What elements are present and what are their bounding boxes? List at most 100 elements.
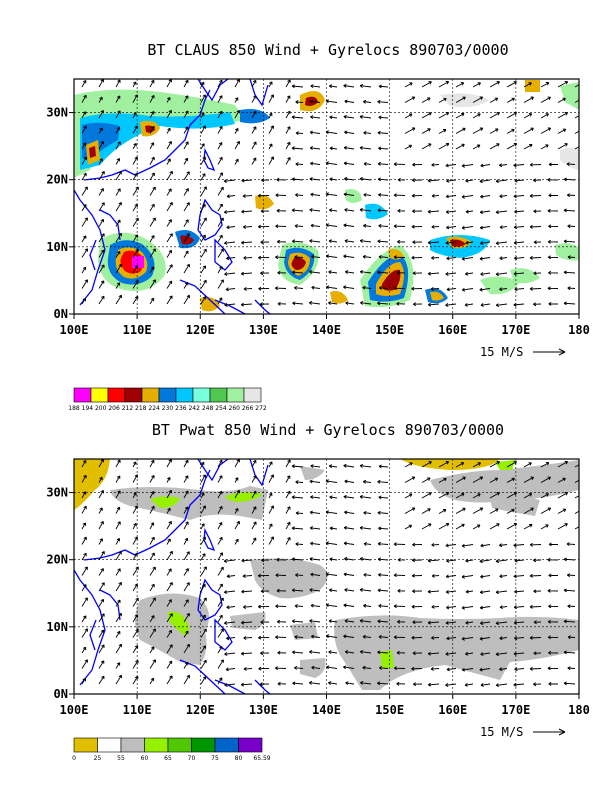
- wind-vector: [329, 495, 338, 500]
- wind-vector: [217, 583, 223, 592]
- wind-vector: [396, 270, 406, 275]
- wind-vector: [523, 96, 534, 103]
- wind-vector: [98, 127, 103, 134]
- wind-vector: [329, 526, 338, 531]
- colorbar-swatch: [73, 387, 92, 403]
- claus-vector-ref-label: 15 M/S: [480, 345, 523, 359]
- wind-vector: [183, 250, 189, 258]
- wind-vector: [149, 677, 155, 685]
- wind-vector: [149, 505, 155, 514]
- wind-vector: [431, 542, 440, 547]
- wind-vector: [344, 479, 355, 484]
- wind-vector: [472, 127, 484, 134]
- pwat-axis-ticks: 100E 110E 120E 130E 140E 150E 160E 170E 180 0N 10N…: [46, 486, 590, 717]
- wind-vector: [251, 537, 257, 545]
- wind-vector: [200, 279, 207, 289]
- wind-vector: [393, 286, 406, 291]
- wind-vector: [81, 659, 88, 669]
- wind-vector: [183, 521, 189, 530]
- wind-vector: [363, 161, 372, 166]
- wind-vector: [277, 270, 287, 275]
- wind-vector: [325, 634, 338, 639]
- wind-vector: [291, 526, 304, 531]
- wind-vector: [291, 619, 304, 624]
- wind-vector: [132, 461, 137, 468]
- wind-vector: [200, 583, 206, 592]
- colorbar-label: 188: [68, 405, 80, 412]
- wind-vector: [268, 94, 274, 103]
- wind-vector: [183, 171, 190, 181]
- wind-vector: [445, 303, 457, 307]
- wind-vector: [285, 506, 291, 514]
- colorbar-swatch: [124, 387, 143, 403]
- wind-vector: [183, 490, 189, 499]
- wind-vector: [149, 583, 155, 592]
- wind-vector: [465, 271, 474, 276]
- wind-vector: [240, 302, 253, 307]
- wind-vector: [81, 505, 87, 514]
- wind-vector: [149, 79, 155, 88]
- wind-vector: [115, 250, 121, 258]
- wind-vector: [480, 652, 491, 656]
- wind-vector: [241, 620, 253, 625]
- colorbar-label: 224: [148, 405, 160, 412]
- wind-vector: [377, 619, 389, 624]
- wind-vector: [276, 208, 287, 213]
- wind-vector: [479, 667, 491, 672]
- wind-vector: [362, 665, 372, 670]
- wind-vector: [98, 188, 104, 196]
- wind-vector: [217, 217, 224, 227]
- wind-vector: [132, 81, 137, 88]
- wind-vector: [310, 464, 321, 469]
- wind-vector: [183, 506, 189, 514]
- wind-vector: [523, 143, 533, 150]
- wind-vector: [378, 572, 389, 577]
- wind-vector: [251, 157, 257, 165]
- wind-vector: [81, 460, 87, 468]
- wind-vector: [397, 557, 406, 562]
- wind-vector: [217, 279, 224, 289]
- wind-vector: [396, 681, 406, 686]
- wind-vector: [115, 232, 122, 243]
- wind-vector: [268, 461, 273, 468]
- wind-vector: [359, 587, 372, 592]
- wind-vector: [166, 568, 172, 576]
- wind-vector: [292, 650, 304, 655]
- lon-tick-label: 150E: [375, 703, 404, 717]
- wind-vector: [472, 82, 481, 88]
- wind-vector: [489, 492, 500, 499]
- wind-vector: [328, 619, 338, 624]
- wind-vector: [224, 683, 236, 687]
- wind-vector: [344, 588, 355, 592]
- wind-vector: [533, 209, 542, 214]
- wind-vector: [183, 630, 189, 638]
- wind-vector: [533, 651, 542, 656]
- wind-vector: [291, 146, 304, 151]
- wind-vector: [268, 81, 273, 88]
- wind-vector: [498, 163, 508, 168]
- colorbar-label: 60: [141, 755, 149, 762]
- wind-vector: [461, 194, 474, 199]
- wind-vector: [132, 505, 138, 514]
- wind-vector: [149, 628, 156, 638]
- wind-vector: [540, 507, 552, 514]
- wind-vector: [412, 162, 423, 167]
- wind-vector: [98, 141, 104, 150]
- wind-vector: [557, 508, 567, 514]
- wind-vector: [292, 681, 304, 686]
- wind-vector: [166, 127, 171, 134]
- wind-vector: [251, 521, 257, 530]
- wind-vector: [359, 83, 372, 88]
- colorbar-label: 200: [95, 405, 107, 412]
- wind-vector: [242, 574, 253, 578]
- wind-vector: [149, 248, 156, 258]
- wind-vector: [81, 80, 87, 88]
- wind-vector: [226, 636, 236, 641]
- wind-vector: [495, 683, 508, 688]
- wind-vector: [234, 520, 240, 530]
- wind-vector: [513, 225, 525, 230]
- wind-vector: [445, 272, 457, 276]
- wind-vector: [431, 636, 440, 640]
- wind-vector: [183, 95, 189, 103]
- wind-vector: [446, 287, 457, 292]
